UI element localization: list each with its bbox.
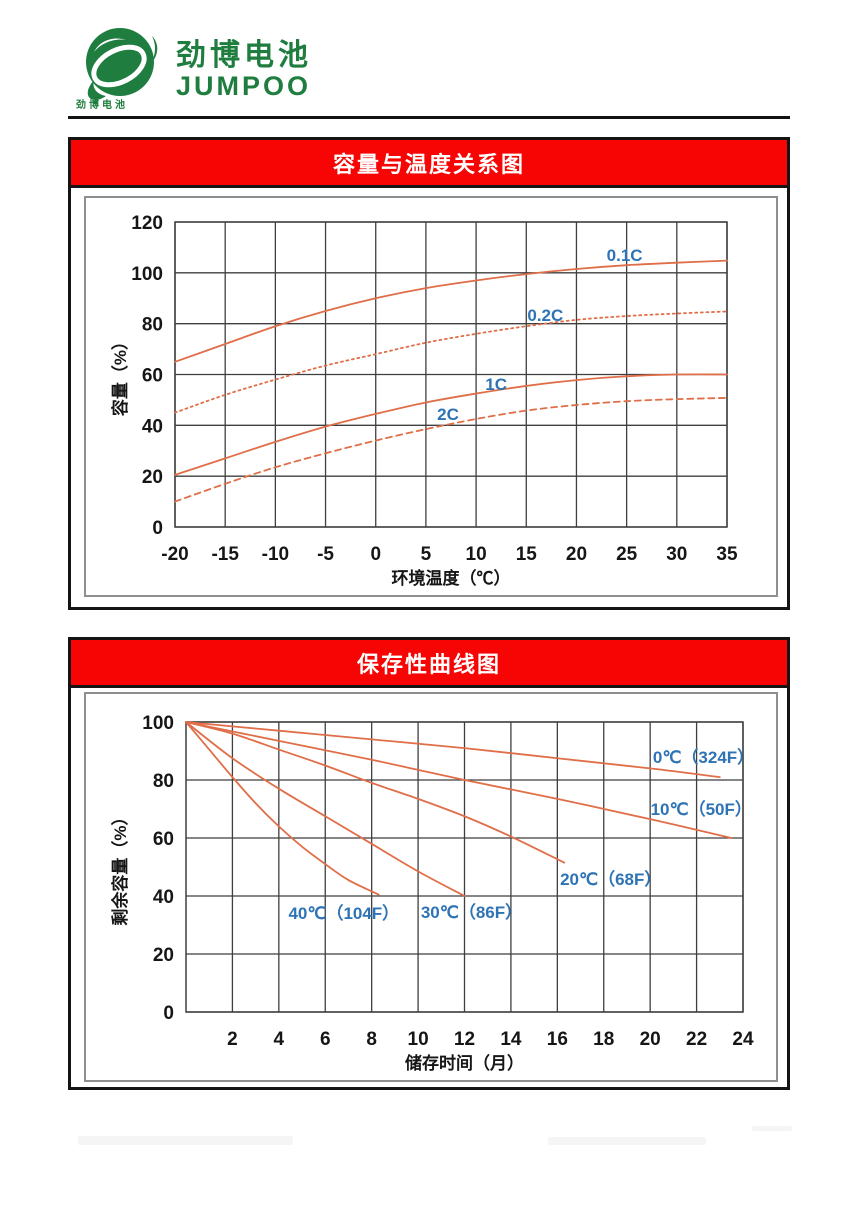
x-tick-label: -5: [317, 544, 334, 565]
y-tick-label: 40: [153, 887, 174, 908]
x-tick-label: 15: [516, 544, 538, 565]
capacity-temperature-chart: 0.1C 0.2C 1C 2C -20 -15 -10 -5 0 5 10 15 20 25 30 35 0 20…: [84, 196, 778, 597]
y-tick-label: 40: [142, 416, 163, 437]
chart2-title-banner: 保存性曲线图: [71, 640, 787, 688]
series-curve-30℃（86F）: [185, 721, 466, 897]
x-tick-label: 10: [408, 1029, 429, 1050]
x-tick-label: 18: [593, 1029, 614, 1050]
x-tick-label: 4: [274, 1029, 285, 1050]
x-tick-label: 6: [320, 1029, 331, 1050]
footer-faint-text-left: [78, 1136, 293, 1145]
series-curve-2C: [174, 396, 728, 503]
capacity-temperature-chart-panel: 容量与温度关系图: [68, 137, 790, 610]
x-tick-label: 24: [732, 1029, 754, 1050]
chart1-title-banner: 容量与温度关系图: [71, 140, 787, 188]
y-tick-label: 120: [131, 213, 163, 234]
x-tick-label: 8: [366, 1029, 377, 1050]
series-curve-0.2C: [174, 310, 728, 414]
plot-frame: [185, 721, 744, 1013]
series-curve-40℃（104F）: [185, 721, 380, 896]
series-curve-0.1C: [174, 259, 728, 363]
chart1-title: 容量与温度关系图: [332, 151, 525, 177]
storage-characteristics-chart-panel: 保存性曲线图: [68, 637, 790, 1090]
x-tick-label: 12: [454, 1029, 475, 1050]
footer-faint-marks: [752, 1126, 792, 1131]
series-curve-10℃（50F）: [185, 721, 733, 839]
series-label-40℃（104F）: 40℃（104F）: [288, 903, 399, 923]
x-axis-title: 环境温度（℃）: [392, 568, 511, 588]
series-label-0.2C: 0.2C: [527, 306, 563, 325]
x-axis-title: 储存时间（月）: [405, 1053, 524, 1073]
y-tick-label: 0: [152, 518, 163, 539]
x-tick-label: 20: [640, 1029, 661, 1050]
series-label-20℃（68F）: 20℃（68F）: [560, 869, 661, 889]
x-tick-label: 20: [566, 544, 587, 565]
y-tick-label: 100: [142, 713, 174, 734]
series-label-1C: 1C: [485, 375, 507, 394]
series-label-30℃（86F）: 30℃（86F）: [421, 902, 522, 922]
x-tick-label: -20: [161, 544, 188, 565]
y-tick-label: 60: [142, 366, 163, 387]
x-tick-label: 30: [666, 544, 687, 565]
chart-inner-border: [84, 692, 778, 1082]
series-label-0℃（324F）: 0℃（324F）: [653, 747, 754, 767]
x-tick-label: 16: [547, 1029, 568, 1050]
series-label-10℃（50F）: 10℃（50F）: [651, 799, 752, 819]
y-tick-label: 80: [142, 315, 163, 336]
storage-characteristics-chart: 0℃（324F） 10℃（50F） 20℃（68F） 30℃（86F） 40℃（104F…: [84, 692, 778, 1082]
chart2-title: 保存性曲线图: [356, 651, 501, 677]
x-tick-label: 5: [421, 544, 432, 565]
x-tick-label: 10: [466, 544, 487, 565]
series-label-2C: 2C: [437, 405, 459, 424]
x-tick-label: 35: [716, 544, 738, 565]
x-tick-label: 25: [616, 544, 638, 565]
y-axis-title: 容量（%）: [110, 333, 130, 416]
footer-faint-text-right: [548, 1137, 706, 1145]
x-tick-label: -10: [262, 544, 289, 565]
x-tick-label: 22: [686, 1029, 707, 1050]
brand-name-english: JUMPOO: [176, 70, 312, 101]
y-tick-label: 80: [153, 771, 174, 792]
brand-wordmark: 劲博电池 JUMPOO: [176, 40, 312, 100]
x-tick-label: 0: [370, 544, 381, 565]
y-axis-title: 剩余容量（%）: [110, 808, 130, 925]
x-tick-label: 14: [500, 1029, 522, 1050]
x-tick-label: 2: [227, 1029, 238, 1050]
x-tick-label: -15: [211, 544, 239, 565]
series-curve-0℃（324F）: [185, 721, 721, 778]
series-curve-1C: [174, 373, 728, 476]
series-curve-20℃（68F）: [185, 721, 566, 864]
y-tick-label: 20: [153, 945, 174, 966]
y-tick-label: 60: [153, 829, 174, 850]
y-tick-label: 0: [163, 1003, 174, 1024]
header-divider: [68, 116, 790, 119]
brand-name-chinese: 劲博电池: [176, 39, 312, 72]
jumpoo-logo-icon: 劲博电池: [76, 28, 158, 111]
y-tick-label: 20: [142, 467, 163, 488]
chart-inner-border: [84, 196, 778, 597]
logo-small-text: 劲博电池: [76, 98, 128, 111]
y-tick-label: 100: [131, 264, 163, 285]
series-label-0.1C: 0.1C: [607, 246, 643, 265]
